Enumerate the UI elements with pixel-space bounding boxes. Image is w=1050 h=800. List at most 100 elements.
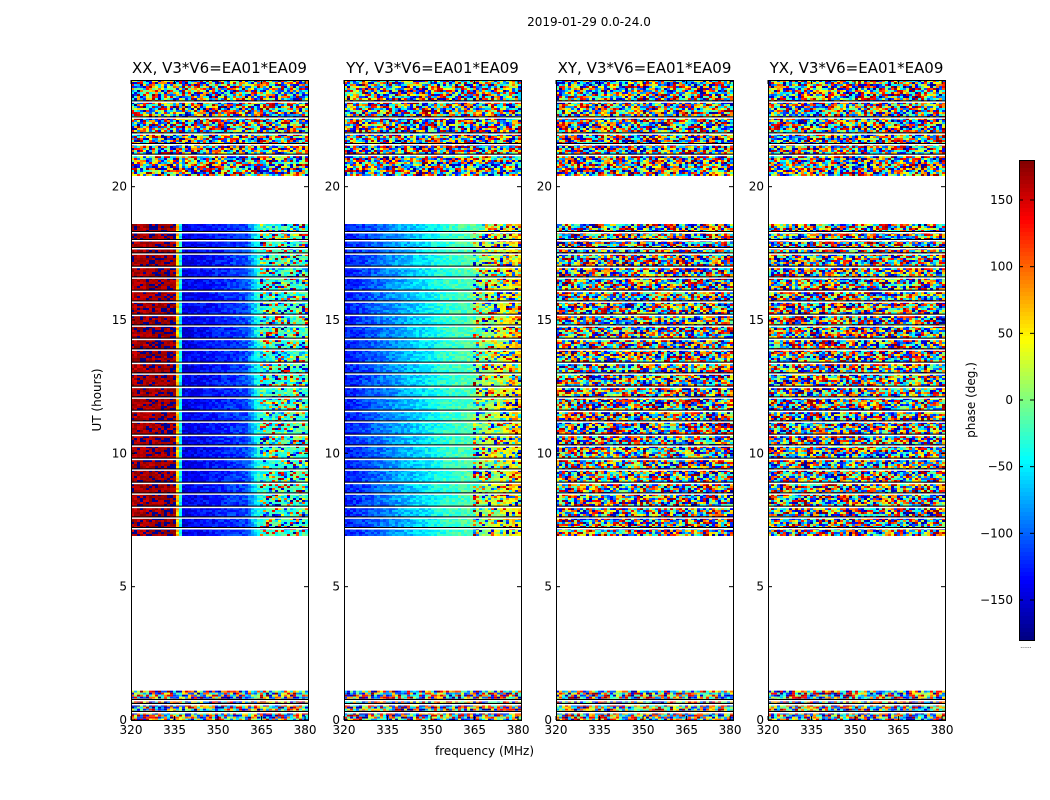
- heatmap-cell: [305, 226, 308, 228]
- heatmap-cell: [245, 354, 248, 356]
- heatmap-cell: [239, 336, 242, 338]
- heatmap-cell: [206, 692, 209, 695]
- heatmap-cell: [209, 254, 212, 256]
- heatmap-cell: [194, 316, 197, 318]
- heatmap-cell: [272, 270, 275, 272]
- heatmap-cell: [257, 254, 260, 256]
- heatmap-cell: [173, 706, 176, 709]
- heatmap-cell: [134, 268, 137, 270]
- heatmap-cell: [140, 292, 143, 294]
- heatmap-cell: [197, 340, 200, 342]
- heatmap-cell: [263, 262, 266, 264]
- heatmap-cell: [245, 242, 248, 244]
- heatmap-cell: [257, 322, 260, 324]
- heatmap-cell: [215, 706, 218, 709]
- heatmap-cell: [290, 304, 293, 306]
- heatmap-cell: [263, 302, 266, 304]
- heatmap-cell: [275, 706, 278, 709]
- heatmap-cell: [197, 304, 200, 306]
- heatmap-cell: [269, 228, 272, 230]
- heatmap-cell: [140, 334, 143, 336]
- heatmap-cell: [272, 310, 275, 312]
- heatmap-cell: [230, 696, 233, 699]
- heatmap-cell: [269, 296, 272, 298]
- heatmap-cell: [176, 304, 179, 306]
- heatmap-cell: [206, 242, 209, 244]
- heatmap-cell: [152, 254, 155, 256]
- heatmap-cell: [272, 294, 275, 296]
- heatmap-cell: [224, 352, 227, 354]
- heatmap-cell: [299, 718, 302, 720]
- heatmap-cell: [149, 236, 152, 238]
- heatmap-cell: [224, 350, 227, 352]
- heatmap-cell: [167, 302, 170, 304]
- heatmap-cell: [251, 262, 254, 264]
- heatmap-cell: [284, 342, 287, 344]
- heatmap-cell: [137, 712, 140, 715]
- heatmap-cell: [227, 334, 230, 336]
- heatmap-cell: [236, 692, 239, 695]
- heatmap-cell: [230, 706, 233, 709]
- heatmap-cell: [191, 312, 194, 314]
- heatmap-cell: [221, 226, 224, 228]
- heatmap-cell: [209, 352, 212, 354]
- heatmap-cell: [305, 700, 308, 703]
- heatmap-cell: [233, 344, 236, 346]
- heatmap-cell: [131, 260, 134, 262]
- heatmap-cell: [299, 224, 302, 226]
- heatmap-cell: [248, 354, 251, 356]
- heatmap-cell: [158, 244, 161, 246]
- figure-suptitle: 2019-01-29 0.0-24.0: [527, 15, 651, 29]
- heatmap-cell: [134, 316, 137, 318]
- heatmap-cell: [149, 242, 152, 244]
- heatmap-cell: [263, 256, 266, 258]
- heatmap-cell: [212, 242, 215, 244]
- heatmap-cell: [296, 358, 299, 360]
- heatmap-cell: [284, 258, 287, 260]
- heatmap-cell: [266, 244, 269, 246]
- heatmap-cell: [230, 280, 233, 282]
- heatmap-cell: [269, 288, 272, 290]
- heatmap-cell: [176, 302, 179, 304]
- heatmap-cell: [155, 318, 158, 320]
- heatmap-cell: [278, 262, 281, 264]
- heatmap-cell: [230, 278, 233, 280]
- heatmap-cell: [299, 312, 302, 314]
- heatmap-cell: [170, 700, 173, 703]
- heatmap-cell: [215, 336, 218, 338]
- heatmap-cell: [293, 696, 296, 699]
- heatmap-cell: [140, 714, 143, 717]
- heatmap-cell: [287, 342, 290, 344]
- heatmap-cell: [194, 264, 197, 266]
- heatmap-cell: [290, 258, 293, 260]
- heatmap-cell: [260, 278, 263, 280]
- heatmap-cell: [227, 244, 230, 246]
- heatmap-cell: [266, 360, 269, 362]
- heatmap-cell: [149, 286, 152, 288]
- heatmap-cell: [218, 234, 221, 236]
- heatmap-cell: [215, 712, 218, 715]
- heatmap-cell: [251, 268, 254, 270]
- heatmap-cell: [281, 280, 284, 282]
- heatmap-cell: [158, 236, 161, 238]
- heatmap-cell: [236, 254, 239, 256]
- heatmap-cell: [236, 308, 239, 310]
- heatmap-cell: [179, 224, 182, 226]
- heatmap-cell: [287, 296, 290, 298]
- heatmap-cell: [266, 344, 269, 346]
- heatmap-cell: [137, 264, 140, 266]
- heatmap-cell: [281, 346, 284, 348]
- heatmap-cell: [281, 700, 284, 703]
- heatmap-cell: [242, 308, 245, 310]
- heatmap-cell: [215, 302, 218, 304]
- heatmap-cell: [266, 330, 269, 332]
- heatmap-cell: [263, 342, 266, 344]
- heatmap-cell: [230, 320, 233, 322]
- heatmap-cell: [299, 360, 302, 362]
- heatmap-cell: [275, 292, 278, 294]
- heatmap-cell: [227, 714, 230, 717]
- heatmap-cell: [152, 304, 155, 306]
- heatmap-cell: [269, 304, 272, 306]
- heatmap-cell: [191, 236, 194, 238]
- heatmap-cell: [149, 234, 152, 236]
